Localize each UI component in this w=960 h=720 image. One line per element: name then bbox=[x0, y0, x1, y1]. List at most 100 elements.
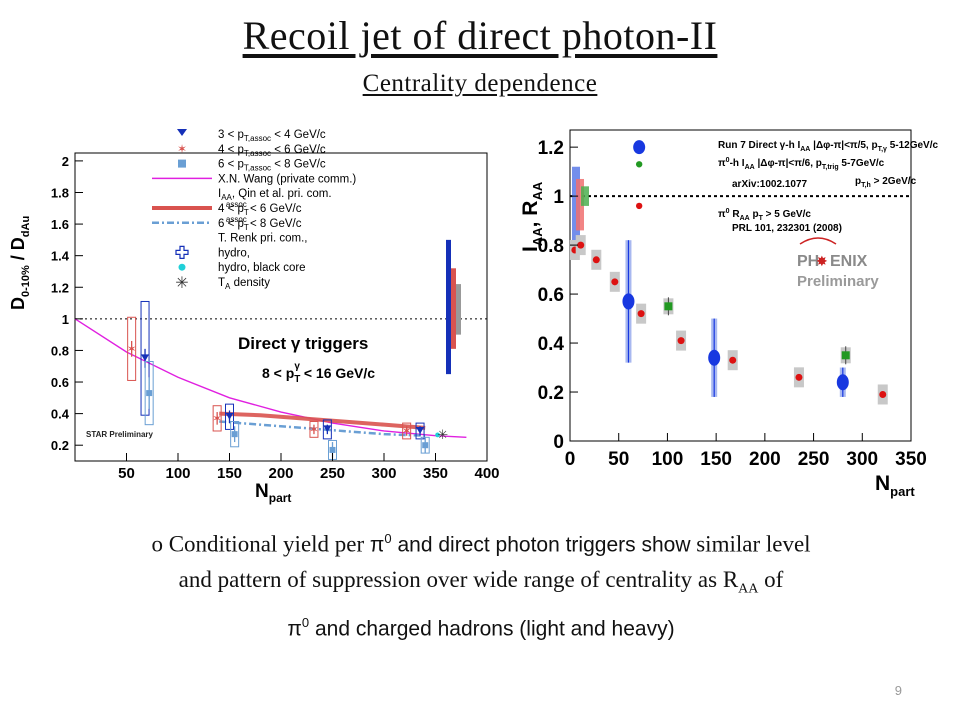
page-number: 9 bbox=[894, 683, 902, 698]
slide-title: Recoil jet of direct photon-II bbox=[242, 13, 718, 58]
phenix-raa-point bbox=[611, 278, 619, 286]
phenix-raa-point bbox=[592, 256, 600, 264]
phenix-xtick-label: 300 bbox=[846, 449, 878, 470]
phenix-logo-enix: ENIX bbox=[830, 253, 868, 270]
star-point-triangle bbox=[225, 412, 234, 420]
phenix-legend-line-2: π0-h IAA |Δφ-π|<π/6, pT,trig 5-7GeV/c bbox=[718, 157, 885, 171]
phenix-xtick-label: 150 bbox=[700, 449, 732, 470]
star-sys-box bbox=[225, 403, 234, 430]
star-legend-label: TA density bbox=[218, 277, 270, 291]
star-ytick-label: 1.8 bbox=[51, 185, 69, 200]
star-point-triangle bbox=[323, 425, 332, 433]
star-sys-box bbox=[322, 419, 332, 440]
star-legend-label: 6 < pT,assoc < 8 GeV/c bbox=[218, 159, 326, 173]
star-point-square bbox=[329, 446, 336, 453]
star-xtick-label: 350 bbox=[423, 465, 448, 482]
phenix-legend-line-3-right: pT,h > 2GeV/c bbox=[855, 176, 917, 189]
star-legend: 3 < pT,assoc < 4 GeV/c ✶ 4 < pT,assoc < 6 … bbox=[152, 129, 356, 292]
phenix-pi0h-point bbox=[841, 351, 850, 360]
phenix-legend-line-4: π0 RAA pT > 5 GeV/c bbox=[718, 208, 811, 222]
star-side-bar bbox=[451, 268, 456, 349]
star-xtick-label: 200 bbox=[268, 465, 293, 482]
bullet-text: o Conditional yield per π0 and direct ph… bbox=[14, 522, 948, 647]
phenix-outlier-blue bbox=[633, 140, 646, 155]
star-side-bar bbox=[456, 284, 461, 335]
star-xtick-label: 50 bbox=[118, 465, 135, 482]
phenix-logo: PH ✸ ENIX Preliminary bbox=[797, 237, 879, 290]
phenix-xtick-label: 250 bbox=[798, 449, 830, 470]
phenix-gamma-point bbox=[622, 293, 635, 310]
bullet-line-3: π0 and charged hadrons (light and heavy) bbox=[287, 615, 675, 641]
phenix-raa-point bbox=[795, 373, 803, 381]
phenix-pi0h-point bbox=[664, 302, 673, 311]
phenix-ytick-label: 1.2 bbox=[538, 138, 564, 159]
star-sys-box bbox=[144, 360, 154, 426]
star-watermark: STAR Preliminary bbox=[86, 430, 154, 439]
star-legend-label: T. Renk pri. com., bbox=[218, 233, 307, 245]
star-point-star: ✶ bbox=[127, 342, 137, 356]
star-xtick-label: 150 bbox=[217, 465, 242, 482]
star-chart: ✶✶✶ ✶ ●✳ 50 100 150 200 250 300 350 4000.20.40.60… bbox=[8, 129, 500, 505]
legend-marker-triangle bbox=[177, 129, 187, 136]
star-curve-qin-4-6 bbox=[219, 411, 426, 430]
star-point-star: ✶ bbox=[402, 424, 412, 438]
phenix-xtick-label: 100 bbox=[652, 449, 684, 470]
star-curve-xn-wang bbox=[74, 318, 467, 439]
bullet-line-1: o Conditional yield per π0 and direct ph… bbox=[151, 531, 811, 557]
star-ytick-label: 0.8 bbox=[51, 343, 69, 358]
star-annotation-triggers: Direct γ triggers bbox=[238, 334, 368, 353]
phenix-ytick-label: 0.8 bbox=[538, 236, 564, 257]
phenix-legend-line-5: PRL 101, 232301 (2008) bbox=[732, 223, 842, 234]
bullet-line-2: and pattern of suppression over wide ran… bbox=[178, 566, 784, 597]
bullet-marker: o bbox=[151, 531, 163, 557]
phenix-logo-ph: PH bbox=[797, 253, 819, 270]
star-side-bar bbox=[446, 239, 451, 375]
phenix-raa-point bbox=[729, 356, 737, 364]
star-sys-box bbox=[309, 421, 319, 438]
star-ytick-label: 0.2 bbox=[51, 438, 69, 453]
star-ytick-label: 2 bbox=[62, 154, 69, 169]
phenix-ytick-label: 0.2 bbox=[538, 383, 564, 404]
phenix-outlier-point bbox=[635, 202, 643, 210]
star-ylabel: D0-10% / DdAu bbox=[8, 216, 32, 310]
star-legend-label: 6 < pTassoc < 8 GeV/c bbox=[218, 215, 302, 232]
legend-marker-star: ✶ bbox=[177, 142, 187, 156]
phenix-outlier-point bbox=[635, 161, 643, 168]
phenix-ytick-label: 0 bbox=[553, 432, 564, 453]
star-point-square bbox=[231, 431, 238, 438]
phenix-gamma-point bbox=[836, 374, 849, 391]
slide-subtitle: Centrality dependence bbox=[362, 70, 598, 97]
star-point-star: ✶ bbox=[212, 411, 222, 425]
star-legend-label: 4 < pT,assoc < 6 GeV/c bbox=[218, 144, 326, 158]
star-legend-label: 4 < pTassoc < 6 GeV/c bbox=[218, 200, 302, 217]
phenix-xlabel: Npart bbox=[875, 472, 915, 499]
star-ytick-label: 1.4 bbox=[51, 249, 70, 264]
star-point-triangle bbox=[416, 426, 425, 434]
phenix-logo-preliminary: Preliminary bbox=[797, 273, 879, 290]
phenix-raa-point bbox=[637, 310, 645, 318]
star-legend-label: X.N. Wang (private comm.) bbox=[218, 173, 356, 185]
star-xlabel: Npart bbox=[255, 481, 291, 505]
star-plot-frame bbox=[74, 152, 488, 462]
phenix-logo-star-icon: ✸ bbox=[816, 253, 828, 269]
star-sys-box bbox=[127, 316, 137, 381]
star-point-square bbox=[146, 390, 153, 397]
phenix-xtick-label: 350 bbox=[895, 449, 927, 470]
star-ytick-label: 0.6 bbox=[51, 375, 69, 390]
phenix-raa-point bbox=[677, 337, 685, 345]
phenix-norm-box-green bbox=[581, 186, 589, 206]
star-legend-label: hydro, bbox=[218, 247, 250, 259]
phenix-legend: Run 7 Direct γ-h IAA |Δφ-π|<π/5, pT,γ 5-… bbox=[718, 140, 939, 234]
star-sys-box bbox=[402, 422, 412, 440]
star-legend-label: IAA, Qin et al. pri. com. bbox=[218, 188, 332, 202]
legend-marker-asterisk: ✳ bbox=[175, 275, 188, 292]
star-point-square bbox=[422, 442, 429, 449]
phenix-xtick-label: 50 bbox=[608, 449, 629, 470]
phenix-raa-point bbox=[879, 390, 887, 398]
phenix-legend-line-3: arXiv:1002.1077 bbox=[732, 179, 808, 190]
phenix-ytick-label: 1 bbox=[553, 187, 564, 208]
phenix-gamma-point bbox=[708, 349, 721, 366]
phenix-legend-line-1: Run 7 Direct γ-h IAA |Δφ-π|<π/5, pT,γ 5-… bbox=[718, 140, 939, 153]
star-annotation-pt: 8 < pTγ < 16 GeV/c bbox=[262, 361, 375, 385]
phenix-xtick-label: 0 bbox=[565, 449, 576, 470]
